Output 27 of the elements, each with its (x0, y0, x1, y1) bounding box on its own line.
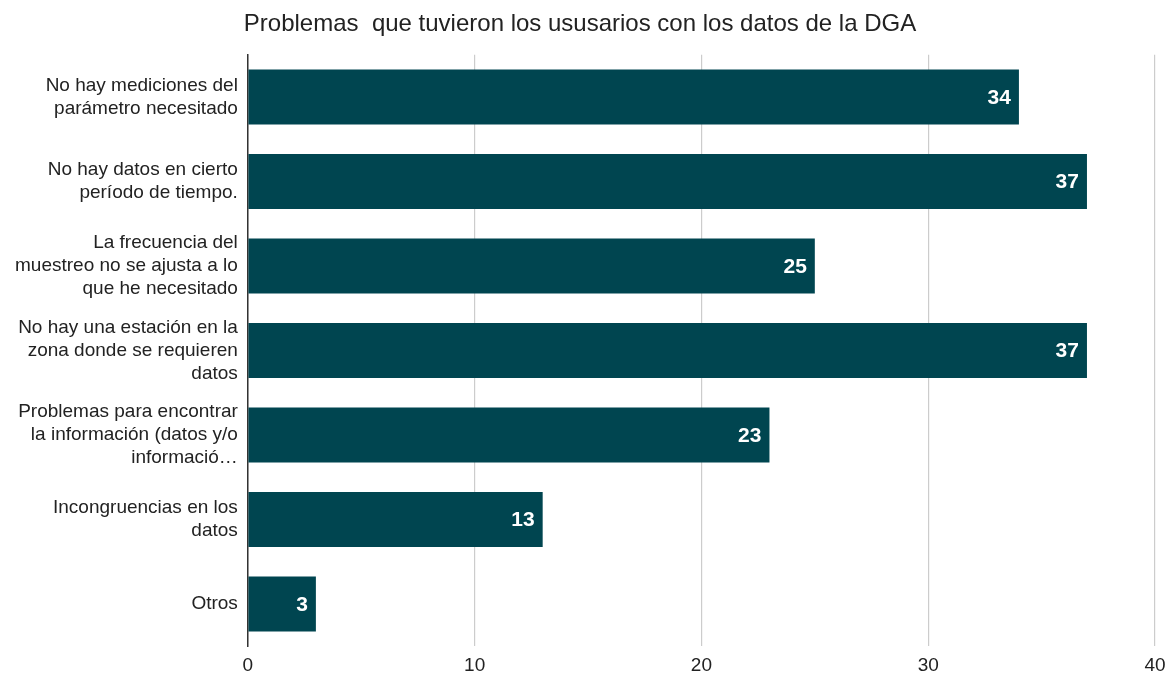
y-tick-label: No hay una estación en la zona donde se requieren datos (18, 315, 239, 383)
y-tick-label: La frecuencia del muestreo no se ajusta a lo que he necesitado (14, 231, 238, 299)
y-tick-label: Problemas para encontrar la información (datos y/o informació… (18, 400, 239, 468)
bar (248, 69, 1019, 125)
data-label: 37 (1055, 169, 1079, 193)
x-tick-label: 40 (1144, 653, 1166, 675)
data-label: 37 (1055, 338, 1079, 362)
y-tick-label: No hay mediciones del parámetro necesitado (45, 73, 238, 118)
bar (248, 323, 1087, 378)
data-label: 3 (296, 591, 308, 615)
data-label: 13 (511, 507, 535, 531)
bar (248, 576, 316, 632)
x-tick-label: 0 (242, 653, 254, 675)
y-tick-label: Otros (191, 592, 238, 614)
y-tick-label: No hay datos en cierto período de tiempo. (47, 158, 238, 203)
data-label: 34 (987, 84, 1012, 108)
bar (248, 238, 815, 294)
x-tick-label: 20 (690, 653, 712, 675)
data-label: 23 (738, 422, 762, 446)
bar (248, 492, 543, 547)
x-tick-label: 10 (464, 653, 486, 675)
y-tick-label: Incongruencias en los datos (53, 496, 238, 541)
x-tick-label: 30 (917, 653, 939, 675)
data-label: 25 (783, 253, 808, 277)
bar (248, 407, 770, 463)
bar (248, 154, 1087, 209)
chart-title: Problemas que tuvieron los ususarios con los datos de la DGA (243, 9, 917, 37)
